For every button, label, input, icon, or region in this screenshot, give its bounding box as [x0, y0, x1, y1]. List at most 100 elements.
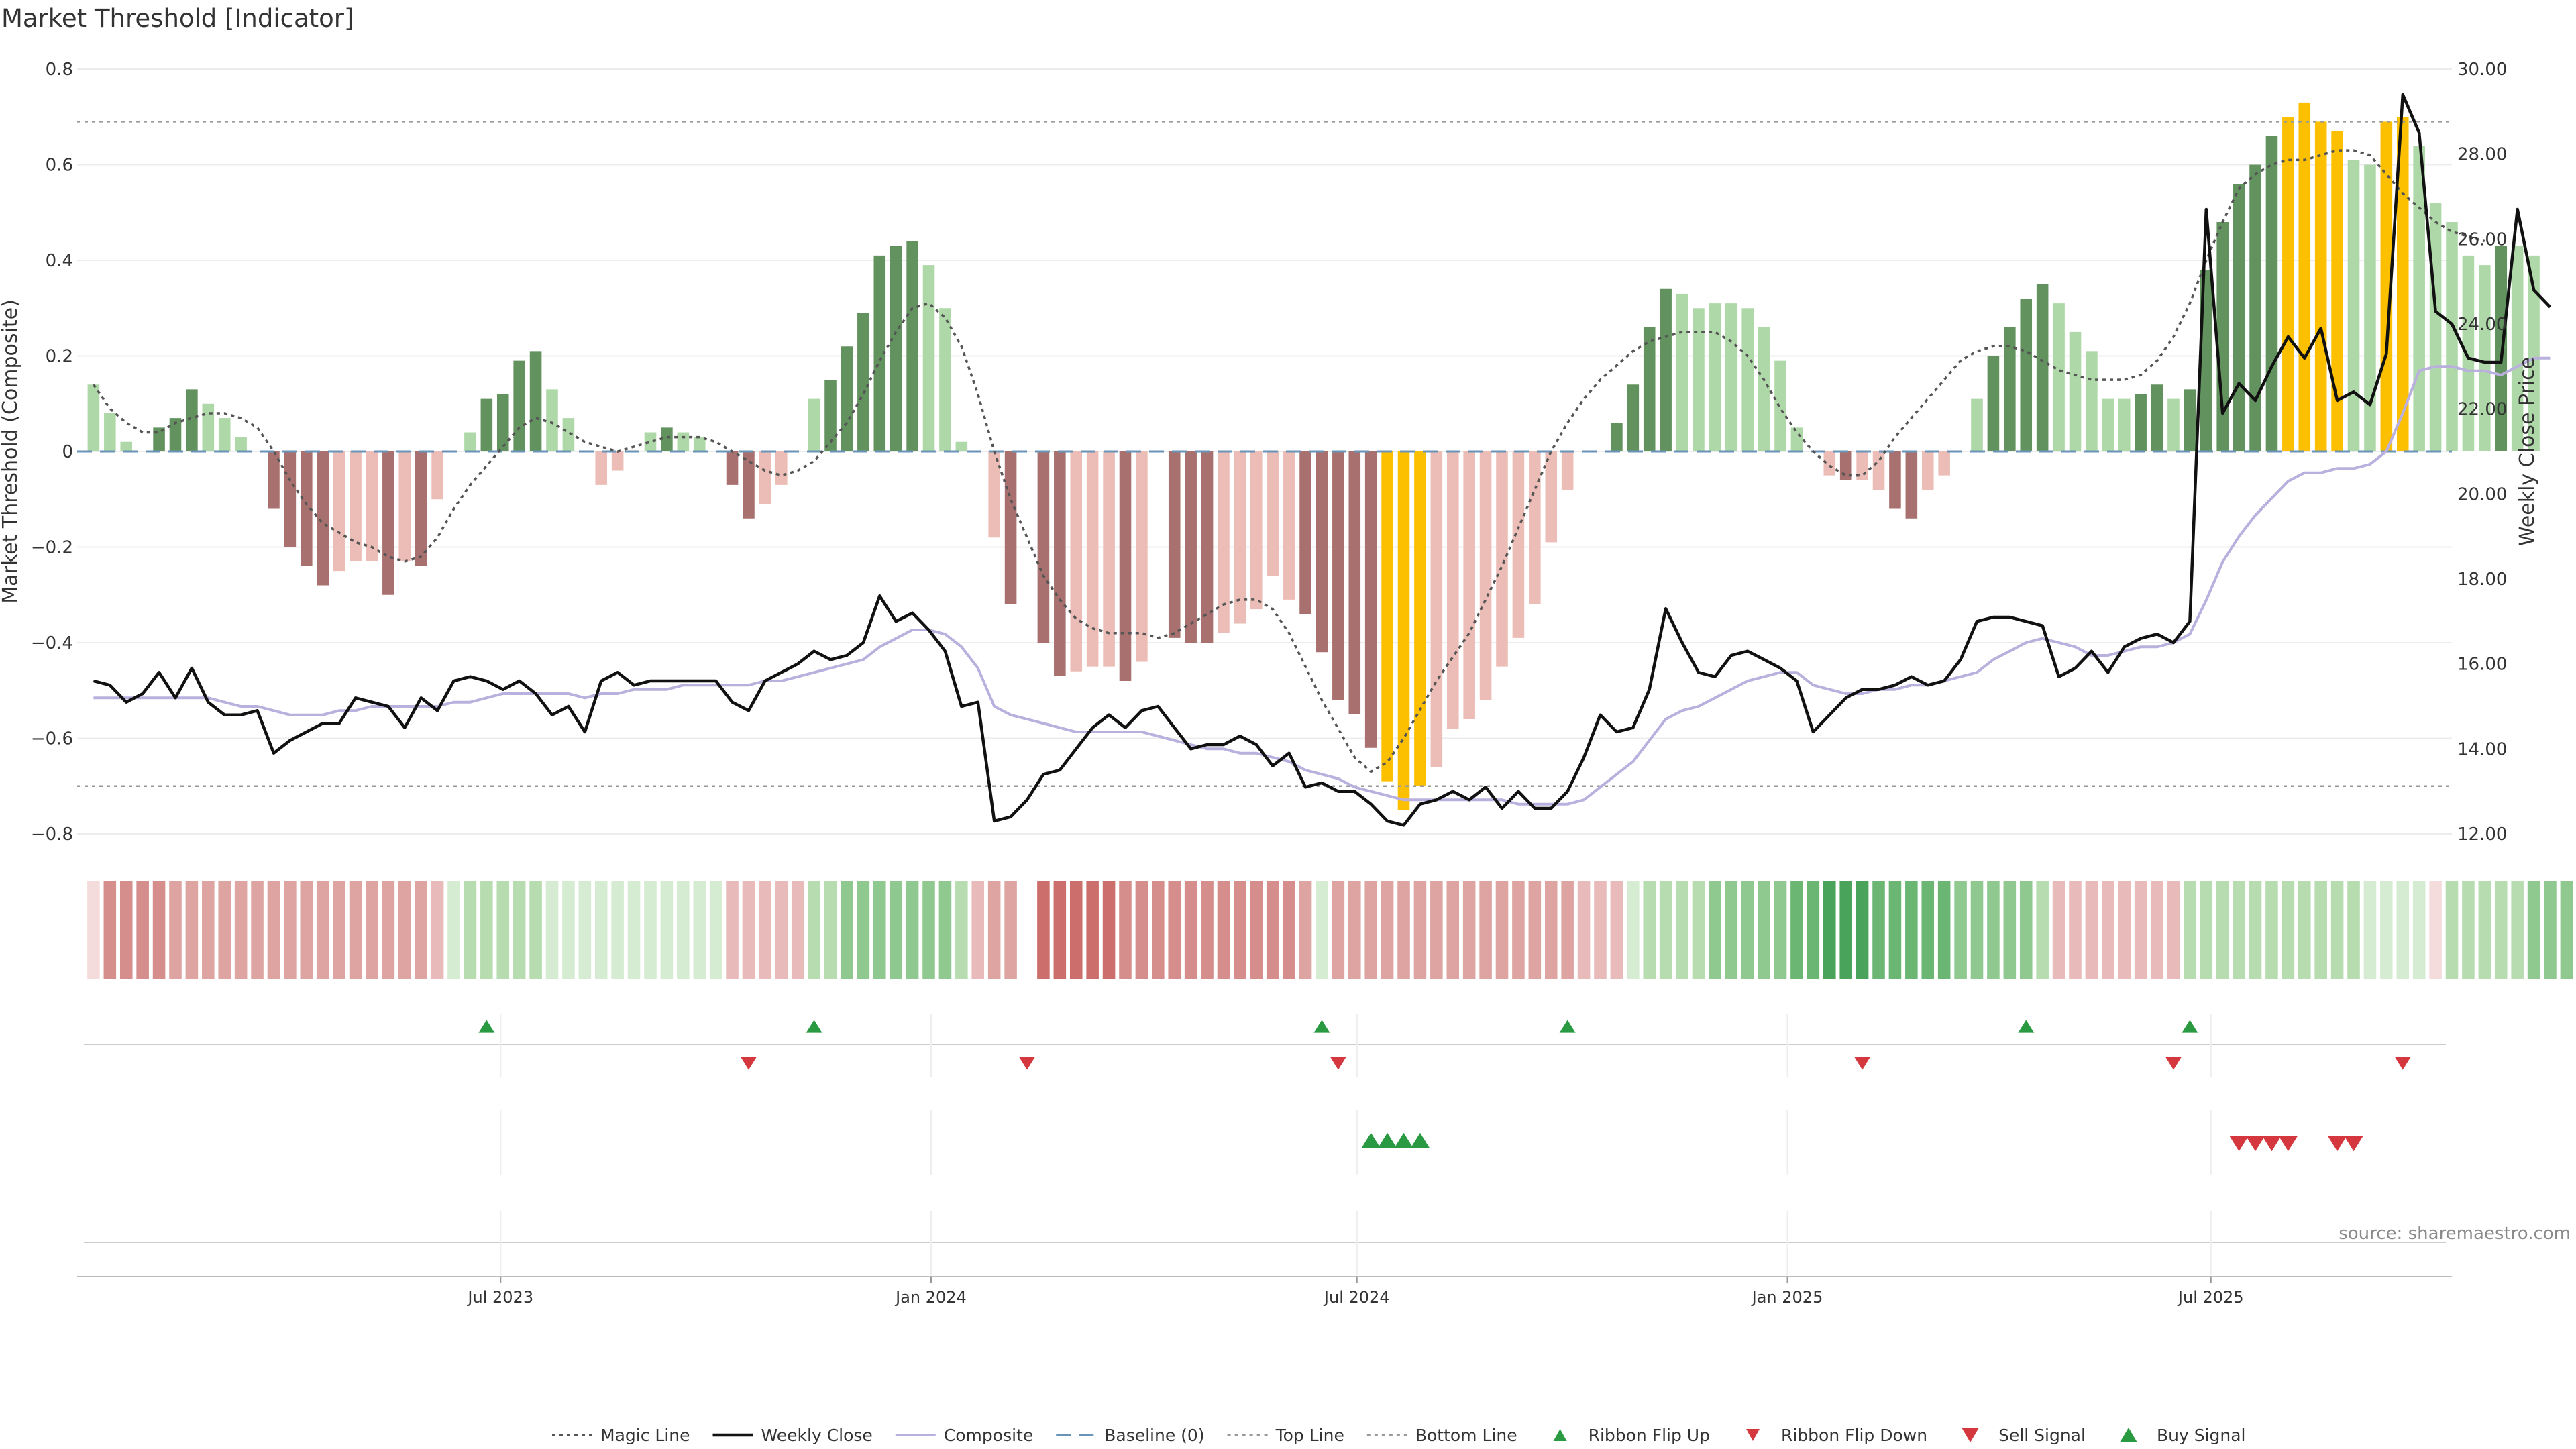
legend-label: Sell Signal	[1998, 1426, 2086, 1445]
ribbon-cell	[1479, 881, 1492, 979]
composite-bar	[317, 451, 329, 586]
composite-bar	[1938, 451, 1950, 476]
composite-bar	[1872, 451, 1885, 490]
ribbon-cell	[824, 881, 837, 979]
ribbon-cell	[1037, 881, 1050, 979]
ribbon-cell	[2184, 881, 2196, 979]
ribbon-cell	[791, 881, 804, 979]
ribbon-cell	[1135, 881, 1148, 979]
composite-bar	[2511, 246, 2524, 451]
ribbon-cell	[1004, 881, 1017, 979]
ribbon-cell	[2330, 881, 2344, 979]
ribbon-cell	[2396, 881, 2410, 979]
x-tick-label: Jan 2024	[894, 1288, 967, 1307]
composite-bar	[824, 380, 837, 451]
ribbon-cell	[1184, 881, 1197, 979]
y-tick-label: 0.6	[46, 156, 73, 176]
composite-bar	[2528, 255, 2540, 451]
ribbon-cell	[2167, 881, 2180, 979]
ribbon-cell	[2429, 881, 2442, 979]
ribbon-cell	[1364, 881, 1377, 979]
ribbon-cell	[2102, 881, 2114, 979]
sell-signal-marker	[2278, 1136, 2298, 1152]
ribbon-cell	[119, 881, 133, 979]
composite-bar	[284, 451, 297, 547]
composite-bar	[1823, 451, 1836, 476]
composite-bar	[268, 451, 280, 509]
composite-bar	[1234, 451, 1246, 624]
x-tick-label: Jul 2023	[466, 1288, 533, 1307]
ribbon-cell	[2085, 881, 2098, 979]
composite-bar	[202, 403, 215, 451]
ribbon-cell	[2412, 881, 2426, 979]
composite-bar	[955, 441, 968, 451]
ribbon-cell	[562, 881, 575, 979]
ribbon-cell	[103, 881, 117, 979]
legend-item: Bottom Line	[1366, 1426, 1517, 1445]
ribbon-cell	[1921, 881, 1935, 979]
ribbon-flip-up-marker	[2182, 1020, 2198, 1033]
composite-bar	[120, 441, 133, 451]
ribbon-cell	[857, 881, 870, 979]
legend-label: Weekly Close	[761, 1426, 873, 1445]
ribbon-cell	[1152, 881, 1165, 979]
ribbon-cell	[1086, 881, 1099, 979]
sell-signal-marker	[2328, 1136, 2347, 1152]
ribbon-cell	[2216, 881, 2229, 979]
composite-bar	[1496, 451, 1508, 667]
composite-bar	[513, 360, 525, 451]
ribbon-cell	[1627, 881, 1640, 979]
composite-bar	[2429, 203, 2442, 451]
ribbon-cell	[906, 881, 919, 979]
ribbon-cell	[1709, 881, 1721, 979]
ribbon-cell	[1643, 881, 1656, 979]
composite-bar	[1725, 303, 1737, 451]
y-right-tick-label: 28.00	[2457, 145, 2507, 165]
legend-swatch	[1746, 1429, 1760, 1441]
composite-bar	[2036, 284, 2049, 451]
composite-bar	[1201, 451, 1214, 643]
ribbon-cell	[349, 881, 362, 979]
ribbon-cell	[496, 881, 510, 979]
composite-bar	[1430, 451, 1443, 767]
ribbon-flip-up-marker	[806, 1020, 822, 1033]
y-tick-label: 0	[62, 442, 73, 462]
buy-signal-marker	[1378, 1132, 1397, 1148]
composite-bar	[1004, 451, 1017, 604]
ribbon-cell	[1495, 881, 1509, 979]
y-right-tick-label: 14.00	[2457, 739, 2507, 759]
composite-bar	[1790, 427, 1803, 451]
ribbon-cell	[1430, 881, 1443, 979]
ribbon-cell	[1413, 881, 1427, 979]
ribbon-cell	[1790, 881, 1803, 979]
ribbon-cell	[316, 881, 329, 979]
composite-bar	[1529, 451, 1541, 604]
composite-bar	[1446, 451, 1459, 729]
axes: 0.8 0.6 0.4 0.2 0 −0.2 −0.4 −0.6 −0.8 30.00 28.00 2…	[0, 60, 2539, 845]
ribbon-cell	[1954, 881, 1967, 979]
composite-bar	[759, 451, 771, 504]
composite-bar	[890, 246, 902, 451]
composite-bar	[1627, 384, 1640, 451]
legend-item: Top Line	[1227, 1426, 1344, 1445]
ribbon-cell	[1823, 881, 1836, 979]
ribbon-cell	[1692, 881, 1705, 979]
composite-bar	[1414, 451, 1426, 786]
composite-bar	[2086, 351, 2098, 451]
composite-bar	[1168, 451, 1181, 638]
composite-bar	[726, 451, 739, 485]
ribbon-cell	[2249, 881, 2262, 979]
ribbon-cell	[693, 881, 706, 979]
ribbon-flip-down-marker	[1854, 1057, 1871, 1070]
ribbon-cell	[1905, 881, 1918, 979]
composite-bar	[2265, 136, 2278, 451]
composite-bar	[1987, 356, 2000, 451]
ribbon-cell	[1610, 881, 1623, 979]
y-tick-label: −0.2	[31, 538, 73, 558]
ribbon-cell	[1266, 881, 1279, 979]
ribbon-cell	[1446, 881, 1460, 979]
ribbon-cell	[2347, 881, 2360, 979]
buy-signal-marker	[1410, 1132, 1430, 1148]
legend-label: Ribbon Flip Down	[1781, 1426, 1927, 1445]
ribbon-cell	[660, 881, 674, 979]
